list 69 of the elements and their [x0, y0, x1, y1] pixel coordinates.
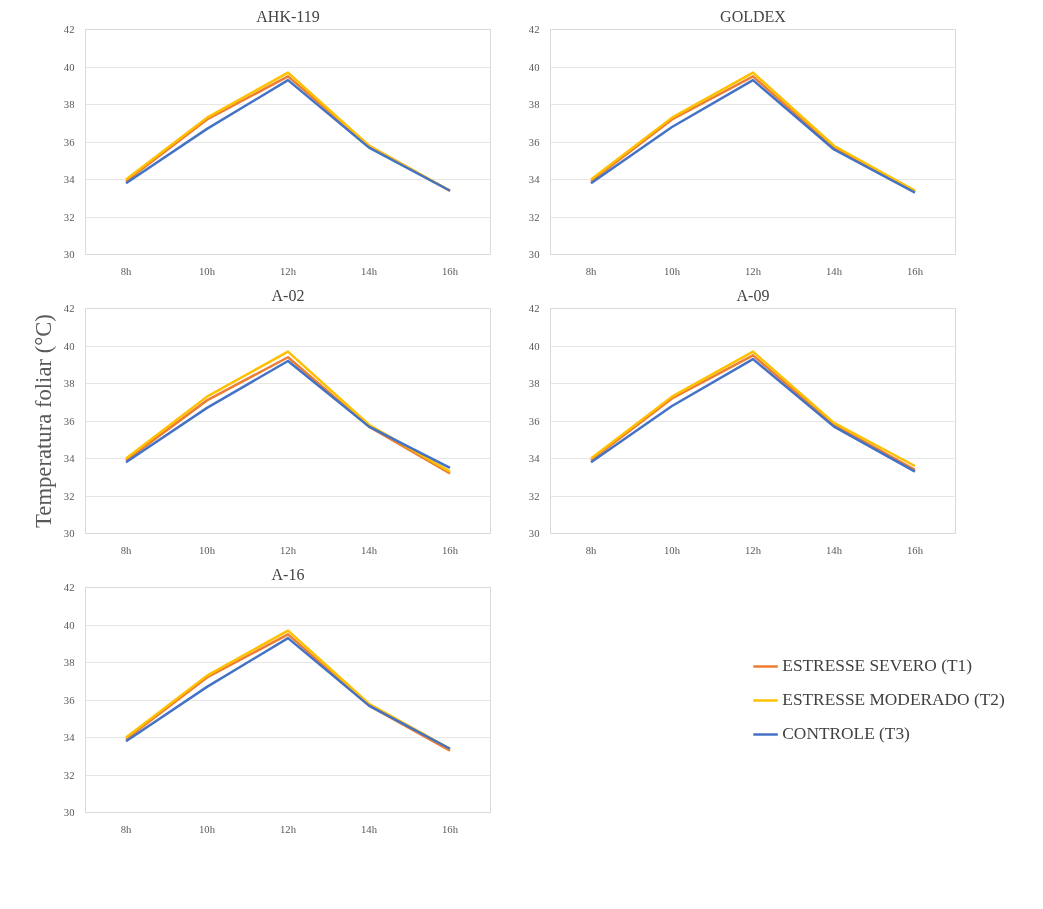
- chart-title: GOLDEX: [720, 7, 787, 25]
- x-tick-label: 16h: [442, 265, 459, 277]
- y-axis-title: Temperatura foliar (°C): [30, 314, 56, 528]
- y-tick-label: 32: [528, 211, 540, 223]
- x-tick-label: 10h: [664, 544, 681, 556]
- x-tick-label: 10h: [199, 823, 216, 835]
- y-tick-label: 32: [63, 211, 75, 223]
- x-tick-label: 14h: [361, 544, 378, 556]
- chart-title: AHK-119: [256, 7, 320, 25]
- y-tick-label: 36: [63, 415, 76, 427]
- y-tick-label: 36: [528, 136, 541, 148]
- x-tick-label: 8h: [120, 823, 132, 835]
- y-tick-label: 32: [63, 769, 75, 781]
- y-tick-label: 40: [63, 619, 75, 631]
- y-tick-label: 34: [63, 453, 76, 464]
- x-tick-label: 10h: [664, 265, 681, 277]
- x-tick-label: 8h: [585, 544, 597, 556]
- x-tick-label: 10h: [199, 265, 216, 277]
- x-tick-label: 14h: [361, 823, 378, 835]
- x-tick-label: 12h: [280, 544, 297, 556]
- y-tick-label: 32: [528, 490, 540, 502]
- chart-title: A-09: [736, 286, 770, 304]
- y-tick-label: 36: [528, 415, 541, 427]
- x-tick-label: 14h: [361, 265, 378, 277]
- y-tick-label: 36: [63, 694, 76, 706]
- y-tick-label: 32: [63, 490, 75, 502]
- y-tick-label: 42: [63, 303, 75, 314]
- y-tick-label: 34: [528, 453, 541, 464]
- x-tick-label: 14h: [826, 544, 843, 556]
- y-tick-label: 34: [528, 174, 541, 185]
- x-tick-label: 12h: [745, 265, 762, 277]
- x-tick-label: 16h: [442, 823, 459, 835]
- chart-title: A-02: [271, 286, 305, 304]
- y-tick-label: 42: [528, 24, 540, 35]
- y-tick-label: 38: [63, 99, 75, 110]
- y-tick-label: 42: [63, 24, 75, 35]
- y-tick-label: 40: [63, 340, 75, 352]
- x-tick-label: 16h: [442, 544, 459, 556]
- legend-label: CONTROLE (T3): [782, 723, 910, 744]
- x-tick-label: 10h: [199, 544, 216, 556]
- x-tick-label: 16h: [907, 544, 924, 556]
- y-tick-label: 30: [528, 528, 540, 539]
- y-tick-label: 38: [63, 378, 75, 389]
- x-tick-label: 12h: [745, 544, 762, 556]
- y-tick-label: 40: [528, 340, 540, 352]
- x-tick-label: 14h: [826, 265, 843, 277]
- y-tick-label: 42: [528, 303, 540, 314]
- x-tick-label: 8h: [120, 544, 132, 556]
- y-tick-label: 40: [528, 61, 540, 73]
- y-tick-label: 30: [63, 249, 75, 260]
- y-tick-label: 30: [63, 528, 75, 539]
- x-tick-label: 8h: [120, 265, 132, 277]
- y-tick-label: 38: [528, 99, 540, 110]
- x-tick-label: 12h: [280, 265, 297, 277]
- x-tick-label: 12h: [280, 823, 297, 835]
- y-tick-label: 34: [63, 174, 76, 185]
- y-tick-label: 40: [63, 61, 75, 73]
- y-tick-label: 38: [63, 657, 75, 668]
- y-tick-label: 30: [528, 249, 540, 260]
- y-tick-label: 36: [63, 136, 76, 148]
- y-tick-label: 38: [528, 378, 540, 389]
- legend-label: ESTRESSE MODERADO (T2): [782, 689, 1005, 710]
- y-tick-label: 42: [63, 582, 75, 593]
- x-tick-label: 8h: [585, 265, 597, 277]
- x-tick-label: 16h: [907, 265, 924, 277]
- y-tick-label: 30: [63, 807, 75, 818]
- y-tick-label: 34: [63, 732, 76, 743]
- legend-label: ESTRESSE SEVERO (T1): [782, 655, 972, 676]
- chart-title: A-16: [271, 565, 305, 583]
